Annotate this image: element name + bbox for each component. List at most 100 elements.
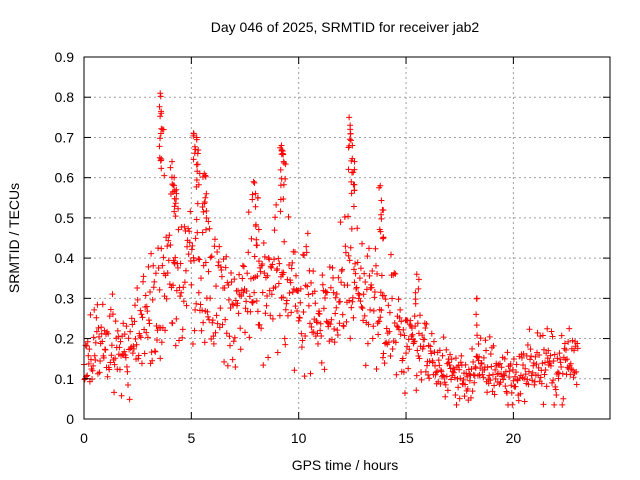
y-axis-title: SRMTID / TECUs [6, 183, 22, 293]
data-point [248, 235, 255, 242]
data-point [239, 262, 246, 269]
data-point [232, 364, 239, 371]
data-point [443, 373, 450, 380]
data-point [457, 359, 464, 366]
data-point [357, 298, 364, 305]
data-point [321, 295, 328, 302]
data-point [480, 374, 487, 381]
data-point [126, 396, 133, 403]
data-point [348, 304, 355, 311]
data-point [324, 289, 331, 296]
data-point [294, 307, 301, 314]
data-point [280, 294, 287, 301]
data-point [134, 296, 141, 303]
data-point [236, 271, 243, 278]
data-point [231, 276, 238, 283]
data-point [544, 325, 551, 332]
data-point [373, 366, 380, 373]
data-point [173, 287, 180, 294]
data-point [545, 347, 552, 354]
data-point [485, 380, 492, 387]
data-point [466, 377, 473, 384]
data-point [137, 334, 144, 341]
data-point [430, 338, 437, 345]
data-point [222, 264, 229, 271]
data-point [338, 279, 345, 286]
data-point [361, 270, 368, 277]
data-point [281, 238, 288, 245]
data-point [490, 342, 497, 349]
data-point [234, 300, 241, 307]
data-point [473, 295, 480, 302]
data-point [474, 332, 481, 339]
data-point [145, 263, 152, 270]
x-tick-label: 20 [506, 430, 522, 446]
data-point [198, 327, 205, 334]
data-point [482, 337, 489, 344]
data-point [131, 318, 138, 325]
data-point [238, 293, 245, 300]
data-point [156, 286, 163, 293]
data-point [115, 333, 122, 340]
data-point [379, 354, 386, 361]
data-point [409, 331, 416, 338]
data-point [464, 386, 471, 393]
data-point [362, 362, 369, 369]
data-point [169, 158, 176, 165]
data-point [137, 307, 144, 314]
data-point [350, 314, 357, 321]
data-point [470, 358, 477, 365]
data-point [196, 256, 203, 263]
data-point [462, 381, 469, 388]
data-point [157, 90, 164, 97]
data-point [381, 292, 388, 299]
data-point [372, 245, 379, 252]
data-point [353, 285, 360, 292]
data-point [216, 324, 223, 331]
data-point [221, 284, 228, 291]
data-point [414, 320, 421, 327]
data-point [502, 383, 509, 390]
data-point [521, 398, 528, 405]
data-point [157, 130, 164, 137]
data-point [193, 300, 200, 307]
y-tick-label: 0.8 [55, 89, 75, 105]
data-point [203, 190, 210, 197]
chart-title: Day 046 of 2025, SRMTID for receiver jab… [211, 19, 480, 35]
data-point [93, 328, 100, 335]
data-point [557, 356, 564, 363]
data-point [342, 249, 349, 256]
data-point [106, 366, 113, 373]
data-point [114, 327, 121, 334]
data-point [368, 284, 375, 291]
data-point [347, 130, 354, 137]
data-point [518, 354, 525, 361]
data-point [100, 354, 107, 361]
data-point [275, 280, 282, 287]
data-point [92, 356, 99, 363]
data-point [209, 319, 216, 326]
data-point [116, 366, 123, 373]
data-point [259, 289, 266, 296]
data-point [489, 388, 496, 395]
data-point [124, 368, 131, 375]
data-point [336, 320, 343, 327]
data-point [231, 334, 238, 341]
data-point [167, 164, 174, 171]
data-point [363, 286, 370, 293]
data-point [171, 203, 178, 210]
data-point [200, 319, 207, 326]
data-point [567, 360, 574, 367]
data-point [457, 375, 464, 382]
data-point [348, 190, 355, 197]
data-point [469, 388, 476, 395]
data-point [526, 326, 533, 333]
data-point [246, 293, 253, 300]
data-point [189, 341, 196, 348]
data-point [108, 342, 115, 349]
data-point [99, 301, 106, 308]
data-point [188, 281, 195, 288]
data-point [380, 234, 387, 241]
data-point [277, 166, 284, 173]
data-point [268, 264, 275, 271]
